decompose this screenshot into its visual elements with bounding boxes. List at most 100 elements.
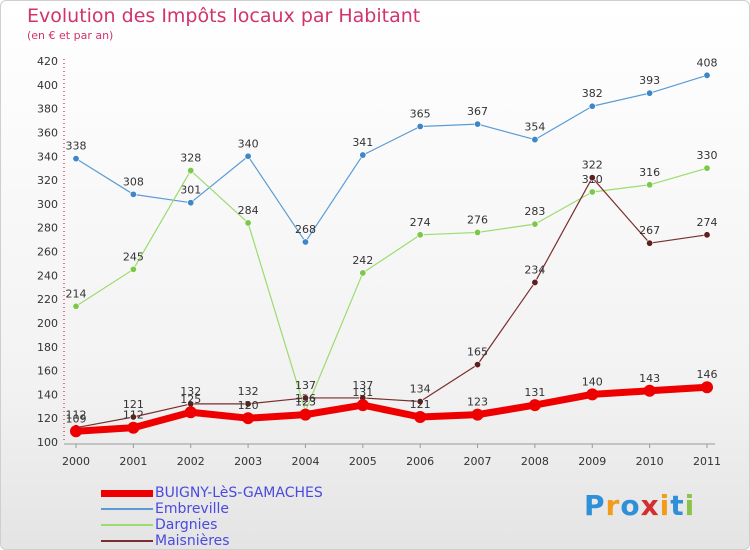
y-tick-label: 100 <box>37 436 58 449</box>
data-label: 284 <box>238 204 259 217</box>
data-label: 316 <box>639 166 660 179</box>
chart-title: Evolution des Impôts locaux par Habitant <box>27 5 421 27</box>
data-point <box>474 228 482 236</box>
series-2: 214245328284126242274276283310316330 <box>66 149 718 415</box>
legend-label: BUIGNY-LèS-GAMACHES <box>155 485 323 501</box>
y-tick-label: 280 <box>37 222 58 235</box>
data-label: 123 <box>295 396 316 409</box>
data-label: 408 <box>697 56 718 69</box>
x-tick-label: 2005 <box>349 455 377 468</box>
legend-swatch <box>101 489 153 497</box>
data-point <box>471 408 484 421</box>
data-label: 134 <box>410 383 431 396</box>
y-tick-label: 140 <box>37 388 58 401</box>
data-label: 137 <box>295 379 316 392</box>
proxiti-logo: Proxiti <box>584 489 695 522</box>
data-label: 125 <box>180 393 201 406</box>
data-label: 143 <box>639 372 660 385</box>
data-label: 132 <box>180 385 201 398</box>
x-tick-label: 2000 <box>62 455 90 468</box>
data-point <box>531 136 539 144</box>
data-label: 365 <box>410 107 431 120</box>
data-label: 338 <box>66 140 87 153</box>
x-tick-label: 2004 <box>291 455 319 468</box>
x-tick-label: 2007 <box>464 455 492 468</box>
legend-label: Dargnies <box>155 517 218 533</box>
data-label: 131 <box>352 386 373 399</box>
data-label: 328 <box>180 152 201 165</box>
data-point <box>416 398 424 406</box>
data-point <box>703 231 711 239</box>
data-label: 382 <box>582 87 603 100</box>
data-point <box>646 89 654 97</box>
data-label: 242 <box>352 254 373 267</box>
data-point <box>703 71 711 79</box>
data-label: 274 <box>410 216 431 229</box>
y-tick-label: 400 <box>37 79 58 92</box>
data-point <box>127 421 140 434</box>
data-label: 322 <box>582 159 603 172</box>
line-chart: 1001201401601802002202402602803003203403… <box>37 55 721 468</box>
data-label: 109 <box>66 412 87 425</box>
y-tick-label: 340 <box>37 150 58 163</box>
data-point <box>588 188 596 196</box>
y-tick-label: 260 <box>37 246 58 259</box>
y-tick-label: 200 <box>37 317 58 330</box>
data-label: 245 <box>123 250 144 263</box>
data-point <box>244 152 252 160</box>
data-point <box>187 167 195 175</box>
y-tick-label: 120 <box>37 412 58 425</box>
data-point <box>416 231 424 239</box>
data-label: 121 <box>123 398 144 411</box>
series-line <box>75 74 708 243</box>
data-label: 121 <box>410 398 431 411</box>
data-label: 268 <box>295 223 316 236</box>
series-line <box>75 177 708 429</box>
y-tick-label: 300 <box>37 198 58 211</box>
data-label: 112 <box>66 409 87 422</box>
data-label: 131 <box>524 386 545 399</box>
y-tick-label: 420 <box>37 55 58 68</box>
data-point <box>129 265 137 273</box>
data-point <box>414 410 427 423</box>
x-tick-label: 2010 <box>636 455 664 468</box>
data-label: 137 <box>352 379 373 392</box>
x-tick-label: 2002 <box>177 455 205 468</box>
data-point <box>129 413 137 421</box>
y-tick-label: 180 <box>37 341 58 354</box>
series-line <box>72 383 711 435</box>
data-label: 354 <box>524 121 545 134</box>
data-label: 367 <box>467 105 488 118</box>
data-point <box>531 220 539 228</box>
data-label: 140 <box>582 375 603 388</box>
data-point <box>301 394 309 402</box>
legend-swatch <box>101 540 153 542</box>
data-point <box>72 302 80 310</box>
data-label: 214 <box>66 287 87 300</box>
data-point <box>643 384 656 397</box>
data-label: 165 <box>467 346 488 359</box>
y-tick-label: 380 <box>37 103 58 116</box>
logo-letter: x <box>640 489 660 522</box>
data-point <box>588 174 596 182</box>
data-point <box>701 381 713 394</box>
data-point <box>301 238 309 246</box>
data-point <box>646 181 654 189</box>
x-tick-label: 2008 <box>521 455 549 468</box>
data-point <box>242 412 255 425</box>
legend-label: Embreville <box>155 501 229 517</box>
data-point <box>129 190 137 198</box>
data-point <box>187 199 195 207</box>
logo-letter: i <box>659 489 671 522</box>
series-layer: 338 308 301 340 268 341 365 367 354 382 393 408 214 2… <box>66 56 718 438</box>
data-label: 341 <box>352 136 373 149</box>
data-point <box>244 400 252 408</box>
data-label: 123 <box>467 396 488 409</box>
data-label: 276 <box>467 213 488 226</box>
legend-label: Maisnières <box>155 533 230 549</box>
data-point <box>244 219 252 227</box>
data-point <box>359 269 367 277</box>
logo-letter: i <box>684 489 696 522</box>
